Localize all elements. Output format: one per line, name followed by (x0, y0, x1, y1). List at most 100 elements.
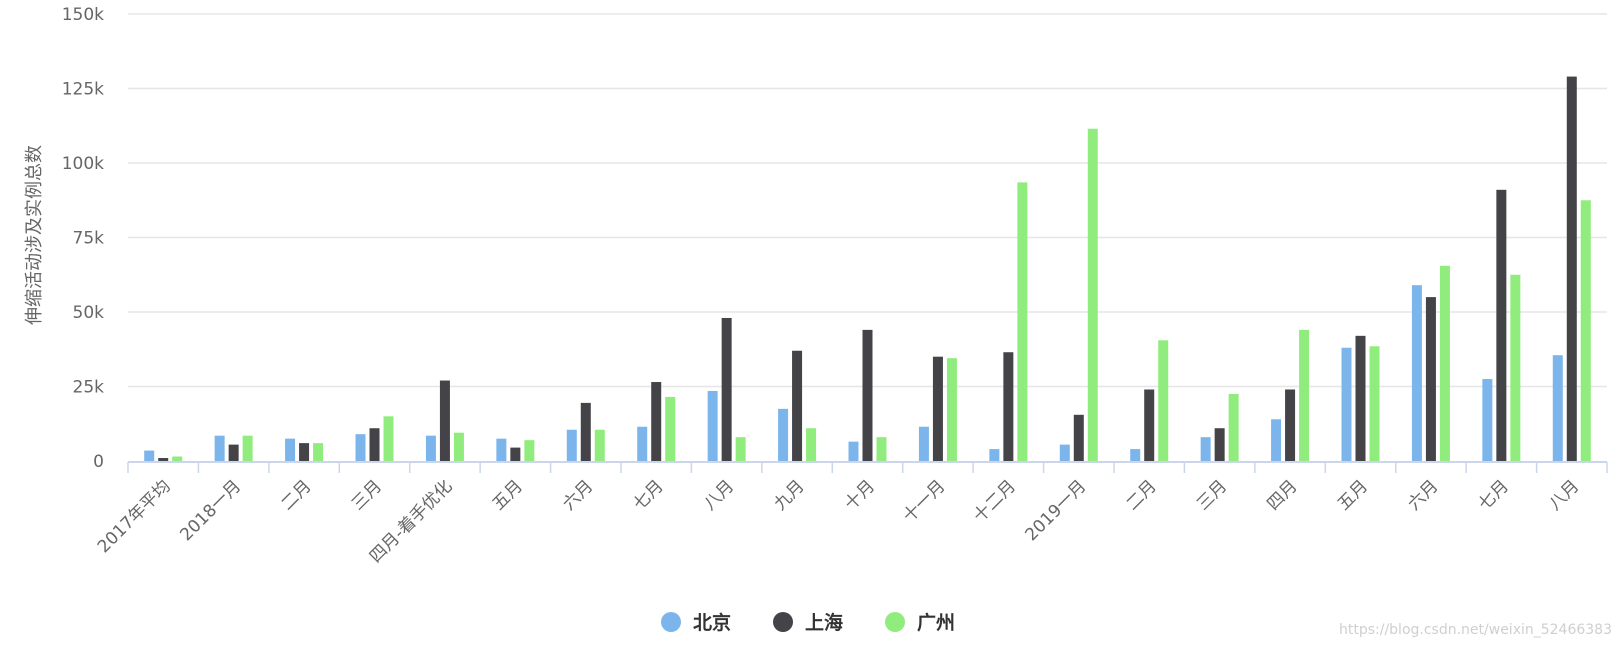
bar[interactable] (1059, 444, 1070, 461)
bar[interactable] (637, 426, 648, 461)
bar[interactable] (1087, 128, 1098, 462)
bar[interactable] (383, 416, 394, 461)
bar[interactable] (566, 429, 577, 461)
legend-item[interactable]: 广州 (885, 611, 955, 634)
bar[interactable] (1285, 389, 1296, 461)
bar[interactable] (1411, 285, 1422, 461)
x-tick-label: 二月 (1123, 476, 1161, 514)
bar[interactable] (369, 428, 380, 461)
bar[interactable] (313, 443, 324, 461)
bar[interactable] (425, 435, 436, 461)
bar[interactable] (1228, 393, 1239, 461)
y-tick-label: 125k (62, 80, 104, 100)
bar[interactable] (1510, 274, 1521, 461)
x-tick-label: 七月 (630, 476, 668, 514)
bar[interactable] (144, 450, 155, 461)
legend-marker (661, 612, 681, 632)
bar[interactable] (1214, 428, 1225, 461)
bar[interactable] (1425, 297, 1436, 461)
y-tick-label: 50k (73, 303, 105, 323)
bar[interactable] (946, 358, 957, 461)
bar[interactable] (862, 329, 873, 461)
y-tick-label: 100k (62, 154, 104, 174)
bar[interactable] (1130, 449, 1141, 461)
y-axis-title: 伸缩活动涉及实例总数 (24, 145, 45, 325)
bar[interactable] (792, 350, 803, 461)
y-tick-label: 75k (73, 229, 105, 249)
bar[interactable] (580, 402, 591, 461)
x-tick-label: 九月 (770, 476, 808, 514)
x-tick-label: 2018一月 (176, 476, 245, 545)
x-tick-label: 2017年平均 (94, 476, 175, 557)
bar[interactable] (1017, 182, 1028, 461)
bar[interactable] (1144, 389, 1155, 461)
bar[interactable] (214, 435, 225, 461)
bar[interactable] (524, 440, 535, 461)
bar[interactable] (876, 437, 887, 461)
bar[interactable] (989, 449, 1000, 461)
x-tick-label: 五月 (1334, 476, 1372, 514)
bar[interactable] (1482, 379, 1493, 461)
bar[interactable] (355, 434, 366, 461)
bar[interactable] (1552, 355, 1563, 461)
bar[interactable] (721, 317, 732, 461)
y-axis-ticks: 0 25k 50k 75k 100k 125k 150k (62, 5, 104, 472)
y-tick-label: 150k (62, 5, 104, 25)
legend-item[interactable]: 北京 (661, 611, 731, 634)
x-tick-label: 2019一月 (1022, 476, 1091, 545)
bar[interactable] (285, 438, 296, 461)
bar[interactable] (158, 458, 169, 461)
bar[interactable] (1003, 352, 1014, 461)
bar[interactable] (806, 428, 817, 461)
x-tick-label: 十一月 (899, 476, 949, 526)
legend-item[interactable]: 上海 (773, 611, 843, 634)
bar[interactable] (1341, 347, 1352, 461)
bar[interactable] (1271, 419, 1282, 461)
bar[interactable] (735, 437, 746, 461)
x-tick-label: 四月 (1263, 476, 1301, 514)
bar[interactable] (918, 426, 929, 461)
bar[interactable] (1580, 200, 1591, 461)
y-tick-label: 0 (93, 452, 104, 472)
bar[interactable] (651, 382, 662, 461)
x-tick-label: 二月 (277, 476, 315, 514)
bar[interactable] (453, 432, 464, 461)
bar[interactable] (510, 447, 521, 461)
legend-label: 北京 (693, 611, 731, 634)
bar[interactable] (242, 435, 253, 461)
bar[interactable] (1439, 265, 1450, 461)
bar[interactable] (439, 380, 450, 461)
bar[interactable] (1299, 329, 1310, 461)
bar[interactable] (1496, 189, 1507, 461)
bar[interactable] (1369, 346, 1380, 461)
x-tick-label: 七月 (1475, 476, 1513, 514)
bar[interactable] (299, 443, 310, 461)
bar[interactable] (707, 390, 718, 461)
x-tick-label: 五月 (489, 476, 527, 514)
x-tick-label: 三月 (1193, 476, 1231, 514)
legend-marker (773, 612, 793, 632)
bar[interactable] (1073, 414, 1084, 461)
bar[interactable] (848, 441, 859, 461)
bar[interactable] (228, 444, 239, 461)
legend[interactable]: 北京 上海 广州 (661, 611, 955, 634)
legend-label: 广州 (917, 611, 955, 634)
bar[interactable] (1355, 335, 1366, 461)
bar[interactable] (932, 356, 943, 461)
bar[interactable] (778, 408, 789, 461)
x-tick-label: 三月 (348, 476, 386, 514)
x-tick-label: 八月 (1545, 476, 1583, 514)
bar[interactable] (1566, 76, 1577, 461)
x-tick-label: 十月 (841, 476, 879, 514)
bar[interactable] (1200, 437, 1211, 461)
legend-label: 上海 (805, 611, 843, 634)
bar[interactable] (496, 438, 507, 461)
bar[interactable] (594, 429, 605, 461)
bar-series (144, 76, 1591, 462)
bar[interactable] (665, 396, 676, 461)
x-axis: 2017年平均 2018一月 二月 三月四月-着手优化 五月 六月 七月 八月 九月 十月 十一月十… (94, 461, 1608, 567)
bar[interactable] (1158, 340, 1169, 461)
bar[interactable] (172, 456, 183, 461)
y-tick-label: 25k (73, 378, 105, 398)
